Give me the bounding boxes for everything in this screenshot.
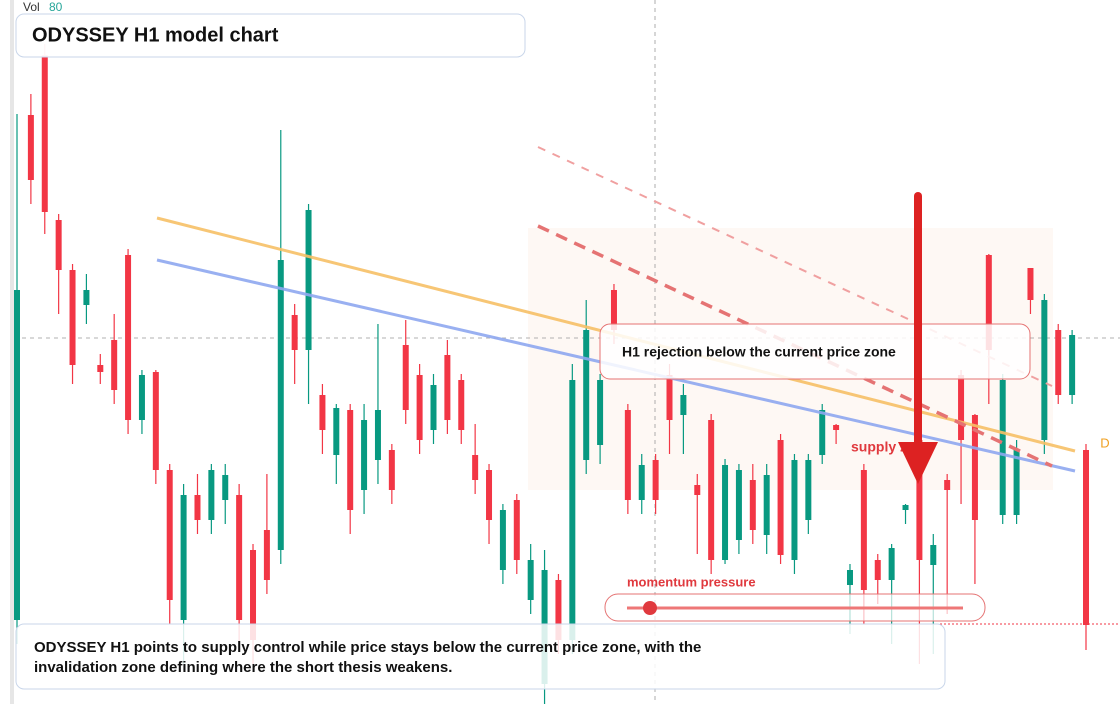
candle-body — [624, 410, 631, 500]
candle-body — [805, 460, 812, 520]
candle-body — [1041, 300, 1048, 440]
candle-body — [958, 375, 965, 440]
candle-body — [319, 395, 326, 430]
candle-body — [569, 380, 576, 640]
candle-body — [138, 375, 145, 420]
candles — [14, 44, 1089, 704]
candle-body — [874, 560, 881, 580]
candle-body — [208, 470, 215, 520]
candle-body — [944, 480, 951, 490]
candle-body — [1027, 268, 1034, 300]
candle-body — [666, 375, 673, 420]
candle-body — [472, 455, 479, 480]
candle-body — [819, 410, 826, 455]
candle-body — [971, 415, 978, 520]
candle-body — [1013, 450, 1020, 515]
candle-body — [1069, 335, 1076, 395]
title-box — [15, 13, 526, 58]
volume-label: Vol — [23, 0, 40, 14]
candle-body — [513, 500, 520, 560]
candle-body — [388, 450, 395, 490]
caption-box — [15, 623, 946, 690]
candle-body — [152, 372, 159, 470]
momentum-label: momentum pressure — [627, 574, 756, 589]
candle-body — [347, 410, 354, 510]
candle-body — [860, 470, 867, 590]
left-strip — [10, 0, 14, 704]
candle-body — [1055, 330, 1062, 395]
candle-body — [236, 495, 243, 620]
candle-body — [402, 345, 409, 410]
candle-body — [833, 425, 840, 430]
candle-body — [1083, 450, 1089, 625]
candle-body — [305, 210, 312, 350]
candle-body — [458, 380, 465, 430]
candle-body — [444, 355, 451, 420]
candle-body — [166, 470, 173, 600]
candle-body — [180, 495, 187, 620]
candle-body — [277, 260, 284, 550]
candle-body — [902, 505, 909, 510]
candle-body — [263, 530, 270, 580]
candle-body — [597, 380, 604, 445]
caption-holder: ODYSSEY H1 points to supply control whil… — [34, 639, 702, 676]
candle-body — [610, 290, 617, 330]
candle-body — [111, 340, 118, 390]
candle-body — [194, 495, 201, 520]
candle-body — [527, 560, 534, 600]
candle-body — [846, 570, 853, 585]
candle-body — [638, 465, 645, 500]
candle-body — [374, 410, 381, 460]
candle-body — [291, 315, 298, 350]
candle-body — [14, 290, 20, 620]
candle-body — [763, 475, 770, 535]
candle-body — [888, 548, 895, 580]
candle-body — [555, 580, 562, 640]
candle-body — [27, 115, 34, 180]
candle-body — [55, 220, 62, 270]
annotation-box — [599, 323, 1031, 380]
candle-body — [999, 380, 1006, 515]
candle-body — [985, 255, 992, 350]
candle-body — [250, 550, 257, 640]
candle-body — [930, 545, 937, 565]
momentum-knob — [643, 601, 657, 615]
candle-body — [69, 270, 76, 365]
candle-body — [430, 385, 437, 430]
candle-body — [749, 480, 756, 530]
chart-title: ODYSSEY H1 model chart — [32, 24, 279, 46]
candle-body — [83, 290, 90, 305]
candle-body — [97, 365, 104, 372]
candle-body — [125, 255, 132, 420]
candle-body — [777, 440, 784, 555]
candle-body — [735, 470, 742, 540]
candle-body — [486, 470, 493, 520]
caption: ODYSSEY H1 points to supply control whil… — [34, 639, 702, 676]
candle-body — [499, 510, 506, 570]
candle-body — [583, 330, 590, 460]
candle-body — [361, 420, 368, 490]
candle-body — [652, 460, 659, 500]
candle-body — [680, 395, 687, 415]
candle-body — [41, 55, 48, 212]
marker-label: D — [1100, 435, 1109, 450]
candle-body — [222, 475, 229, 500]
candle-body — [722, 465, 729, 560]
candle-body — [708, 420, 715, 560]
candle-body — [333, 408, 340, 455]
arrow-head — [898, 442, 938, 484]
annotation-text: H1 rejection below the current price zon… — [622, 344, 896, 360]
candle-body — [916, 440, 923, 560]
candle-body — [791, 460, 798, 560]
candle-body — [416, 375, 423, 440]
candle-body — [694, 485, 701, 495]
volume-value: 80 — [49, 0, 63, 14]
